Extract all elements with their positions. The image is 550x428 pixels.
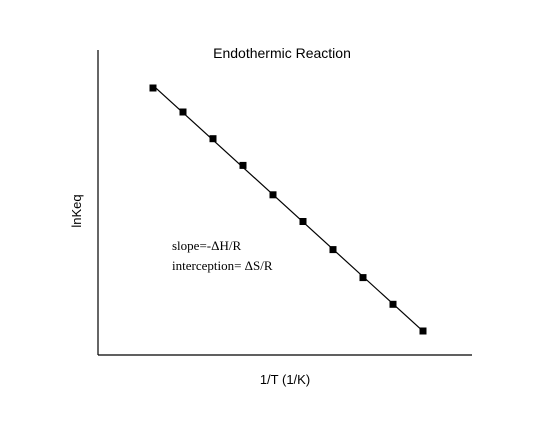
x-axis-label: 1/T (1/K) — [260, 372, 310, 387]
data-point — [389, 300, 397, 308]
data-point — [179, 108, 187, 116]
chart-title: Endothermic Reaction — [213, 45, 351, 61]
intercept-annotation: interception= ΔS/R — [172, 258, 273, 273]
data-point — [329, 246, 337, 254]
data-point — [359, 274, 367, 282]
y-axis-label: lnKeq — [69, 194, 84, 227]
data-point — [269, 191, 277, 199]
data-point — [149, 84, 157, 92]
slope-annotation: slope=-ΔH/R — [172, 238, 241, 253]
data-points — [149, 84, 427, 335]
data-point — [209, 135, 217, 143]
trend-line — [152, 84, 424, 332]
data-point — [419, 327, 427, 335]
data-point — [239, 161, 247, 169]
data-point — [299, 218, 307, 225]
